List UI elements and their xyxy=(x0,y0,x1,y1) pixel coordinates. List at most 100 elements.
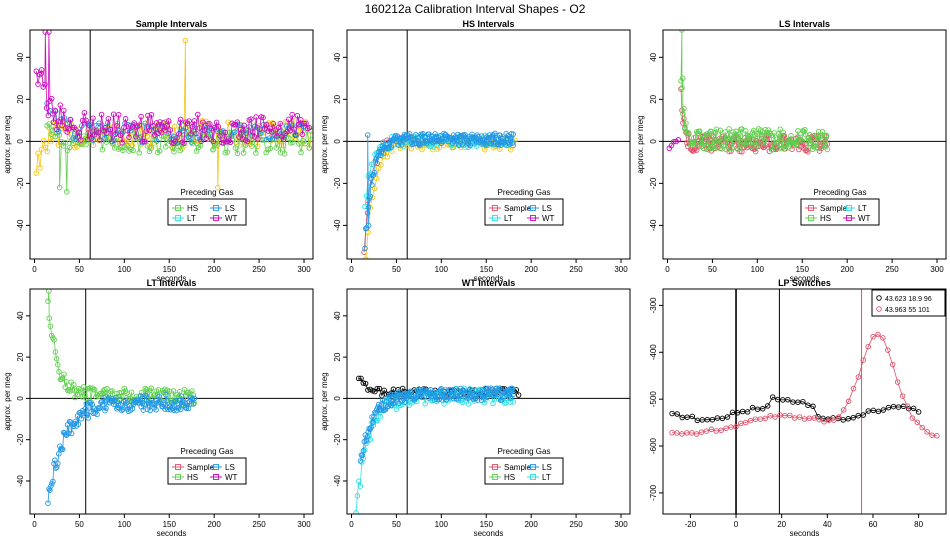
x-tick-label: 200 xyxy=(840,265,854,274)
data-point xyxy=(875,331,881,338)
data-point xyxy=(507,399,514,405)
data-point xyxy=(48,131,54,137)
data-point xyxy=(136,150,142,156)
data-point xyxy=(110,111,117,117)
series-wt xyxy=(33,30,313,147)
data-point xyxy=(139,395,146,402)
data-point xyxy=(55,460,61,467)
data-point xyxy=(481,395,488,401)
data-point xyxy=(909,415,916,421)
panel-title: Sample Intervals xyxy=(136,19,208,29)
x-tick-label: 250 xyxy=(569,520,583,529)
data-point xyxy=(142,385,148,392)
data-point xyxy=(769,146,776,153)
data-point xyxy=(177,116,184,123)
legend-label: Sample xyxy=(820,204,848,213)
data-point xyxy=(65,430,72,437)
data-point xyxy=(377,413,384,420)
legend-swatch xyxy=(492,474,498,480)
data-point xyxy=(174,140,180,146)
data-point xyxy=(296,121,302,128)
data-point xyxy=(249,129,256,135)
data-point xyxy=(383,399,390,405)
legend-swatch xyxy=(213,474,219,480)
data-point xyxy=(70,423,77,430)
y-axis-label: approx. per meg xyxy=(3,115,12,173)
data-point xyxy=(679,85,685,91)
data-point xyxy=(83,141,89,148)
data-point xyxy=(83,401,90,407)
data-point xyxy=(133,134,139,140)
data-point xyxy=(136,122,143,128)
data-point xyxy=(679,431,685,437)
data-point xyxy=(723,425,729,431)
data-point xyxy=(361,447,368,453)
data-point xyxy=(365,222,372,229)
data-point xyxy=(720,143,726,149)
data-point xyxy=(822,137,829,144)
x-tick-label: 0 xyxy=(32,265,37,274)
data-point xyxy=(96,405,102,412)
data-point xyxy=(73,126,79,133)
data-point xyxy=(424,138,430,145)
x-tick-label: 200 xyxy=(524,520,538,529)
data-point xyxy=(222,129,228,136)
data-point xyxy=(93,128,100,134)
y-tick-label: -20 xyxy=(16,177,25,189)
data-point xyxy=(117,132,124,139)
data-point xyxy=(894,379,901,385)
data-point xyxy=(154,392,161,398)
data-point xyxy=(188,131,194,137)
data-point xyxy=(46,30,52,35)
legend-swatch xyxy=(213,464,219,470)
data-point xyxy=(671,138,677,145)
x-axis-label: seconds xyxy=(790,529,820,538)
data-point xyxy=(225,119,231,125)
data-point xyxy=(811,415,818,421)
data-point xyxy=(143,387,150,393)
y-tick-label: -40 xyxy=(333,219,342,231)
data-point xyxy=(299,131,306,138)
legend-label: 43.963 55 101 xyxy=(885,307,930,314)
y-tick-label: 40 xyxy=(333,52,342,61)
data-point xyxy=(66,125,72,132)
data-point xyxy=(845,416,851,422)
data-point xyxy=(42,30,49,35)
data-point xyxy=(724,414,731,420)
data-point xyxy=(870,407,877,414)
data-point xyxy=(215,124,222,130)
legend-swatch xyxy=(530,474,536,480)
data-point xyxy=(680,111,686,117)
data-point xyxy=(840,417,846,423)
x-tick-label: 50 xyxy=(392,520,401,529)
legend: 43.623 18.9 96 43.963 55 101 xyxy=(871,289,946,317)
data-point xyxy=(421,134,428,141)
data-point xyxy=(110,137,117,143)
data-point xyxy=(431,138,438,144)
data-point xyxy=(249,143,255,149)
data-point xyxy=(752,137,759,144)
data-point xyxy=(787,412,793,419)
data-point xyxy=(136,134,143,141)
data-point xyxy=(363,225,369,232)
data-point xyxy=(170,388,177,394)
data-point xyxy=(821,419,827,425)
data-point xyxy=(172,399,178,405)
data-point xyxy=(292,132,299,138)
data-point xyxy=(232,139,239,146)
data-point xyxy=(224,149,231,155)
data-point xyxy=(486,132,493,138)
data-point xyxy=(370,419,376,426)
data-point xyxy=(515,392,522,398)
data-point xyxy=(84,412,91,418)
panel-title: HS Intervals xyxy=(462,19,514,29)
data-point xyxy=(56,132,63,138)
y-tick-label: -400 xyxy=(649,344,658,361)
data-point xyxy=(463,395,469,401)
x-tick-label: 300 xyxy=(930,265,944,274)
legend-box xyxy=(484,457,564,485)
data-point xyxy=(418,391,424,398)
data-point xyxy=(510,131,516,138)
data-point xyxy=(178,393,185,399)
data-point xyxy=(115,111,122,118)
